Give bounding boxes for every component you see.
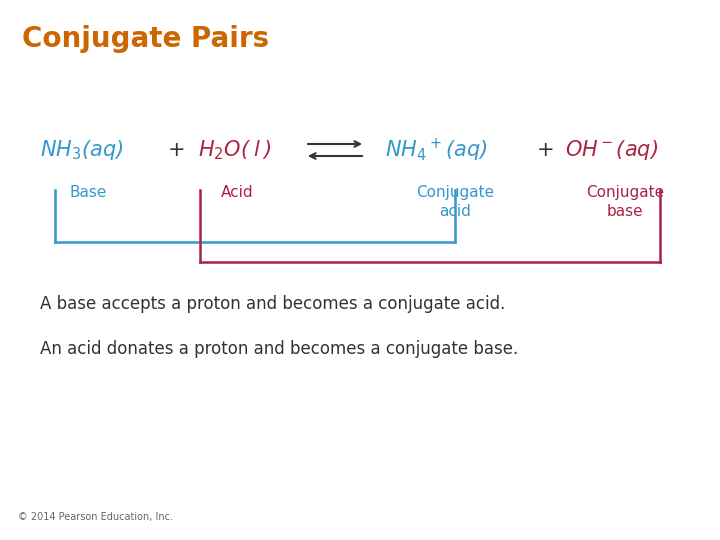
Text: ): ) <box>263 140 271 160</box>
Text: Acid: Acid <box>221 185 253 200</box>
Text: NH$_3$(aq): NH$_3$(aq) <box>40 138 124 162</box>
Text: H$_2$O(: H$_2$O( <box>198 138 251 162</box>
Text: A base accepts a proton and becomes a conjugate acid.: A base accepts a proton and becomes a co… <box>40 295 505 313</box>
Text: Conjugate
acid: Conjugate acid <box>416 185 494 219</box>
Text: NH$_4$$^+$(aq): NH$_4$$^+$(aq) <box>385 137 487 164</box>
Text: Conjugate
base: Conjugate base <box>586 185 664 219</box>
Text: OH$^-$(aq): OH$^-$(aq) <box>565 138 658 162</box>
Text: +: + <box>537 140 554 160</box>
Text: Conjugate Pairs: Conjugate Pairs <box>22 25 269 53</box>
Text: Base: Base <box>69 185 107 200</box>
Text: An acid donates a proton and becomes a conjugate base.: An acid donates a proton and becomes a c… <box>40 340 518 358</box>
Text: © 2014 Pearson Education, Inc.: © 2014 Pearson Education, Inc. <box>18 512 173 522</box>
Text: l: l <box>253 140 258 160</box>
Text: +: + <box>168 140 186 160</box>
